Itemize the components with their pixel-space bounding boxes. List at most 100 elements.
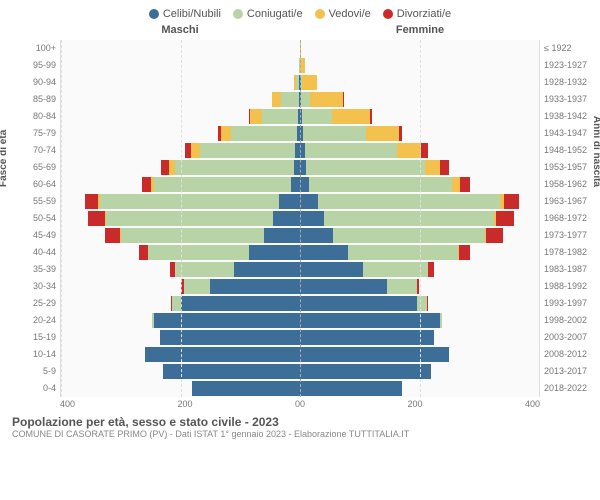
x-tick: 200 — [407, 399, 422, 409]
segment-single — [298, 109, 300, 124]
segment-single — [294, 160, 300, 175]
segment-single — [300, 381, 402, 396]
segment-divorced — [105, 228, 120, 243]
y-axis-label-left: Fasce di età — [0, 129, 9, 186]
legend-item: Celibi/Nubili — [149, 8, 221, 20]
segment-divorced — [139, 245, 148, 260]
segment-single — [192, 381, 300, 396]
legend-item: Divorziati/e — [383, 8, 451, 20]
segment-single — [300, 296, 417, 311]
segment-divorced — [486, 228, 503, 243]
x-axis-right: 0200400 — [300, 399, 540, 409]
segment-single — [264, 228, 300, 243]
segment-single — [295, 143, 300, 158]
segment-divorced — [504, 194, 519, 209]
segment-divorced — [427, 296, 428, 311]
segment-widowed — [302, 75, 317, 90]
age-labels-column: 100+95-9990-9485-8980-8475-7970-7465-696… — [8, 40, 60, 397]
segment-married — [184, 279, 211, 294]
birth-label: 1993-1997 — [544, 295, 592, 312]
segment-widowed — [452, 177, 459, 192]
segment-married — [440, 313, 442, 328]
legend-dot-icon — [383, 9, 393, 19]
segment-married — [333, 228, 485, 243]
age-label: 30-34 — [8, 278, 56, 295]
legend-label: Vedovi/e — [329, 8, 371, 20]
segment-married — [262, 109, 298, 124]
birth-label: 1988-1992 — [544, 278, 592, 295]
legend-dot-icon — [149, 9, 159, 19]
age-label: 35-39 — [8, 261, 56, 278]
segment-single — [299, 75, 300, 90]
segment-married — [200, 143, 296, 158]
birth-label: 1963-1967 — [544, 193, 592, 210]
segment-single — [300, 177, 309, 192]
birth-label: 1973-1977 — [544, 227, 592, 244]
grid-line — [420, 40, 421, 397]
birth-label: 1928-1932 — [544, 74, 592, 91]
segment-single — [234, 262, 300, 277]
segment-married — [121, 228, 264, 243]
segment-single — [300, 75, 301, 90]
segment-widowed — [397, 143, 421, 158]
segment-divorced — [161, 160, 168, 175]
birth-label: 1968-1972 — [544, 210, 592, 227]
age-label: 10-14 — [8, 346, 56, 363]
legend-dot-icon — [315, 9, 325, 19]
legend-item: Vedovi/e — [315, 8, 371, 20]
birth-label: 2008-2012 — [544, 346, 592, 363]
age-label: 45-49 — [8, 227, 56, 244]
segment-divorced — [85, 194, 98, 209]
age-label: 55-59 — [8, 193, 56, 210]
segment-married — [175, 160, 295, 175]
segment-single — [300, 262, 363, 277]
segment-single — [300, 194, 318, 209]
y-axis-label-right: Anni di nascita — [591, 115, 600, 186]
segment-widowed — [191, 143, 200, 158]
birth-label: 1938-1942 — [544, 108, 592, 125]
age-label: 0-4 — [8, 380, 56, 397]
x-axis-left: 4002000 — [60, 399, 300, 409]
segment-widowed — [221, 126, 232, 141]
legend-item: Coniugati/e — [233, 8, 303, 20]
segment-married — [324, 211, 494, 226]
grid-line — [539, 40, 540, 397]
segment-widowed — [272, 92, 281, 107]
segment-widowed — [300, 41, 301, 56]
segment-single — [291, 177, 300, 192]
segment-married — [301, 92, 310, 107]
segment-single — [300, 330, 434, 345]
segment-married — [348, 245, 459, 260]
segment-divorced — [399, 126, 403, 141]
birth-label: 1998-2002 — [544, 312, 592, 329]
segment-married — [106, 211, 273, 226]
age-label: 20-24 — [8, 312, 56, 329]
age-label: 70-74 — [8, 142, 56, 159]
segment-divorced — [459, 245, 470, 260]
birth-label: 2013-2017 — [544, 363, 592, 380]
segment-divorced — [88, 211, 105, 226]
age-label: 65-69 — [8, 159, 56, 176]
birth-labels-column: ≤ 19221923-19271928-19321933-19371938-19… — [540, 40, 592, 397]
age-label: 100+ — [8, 40, 56, 57]
segment-divorced — [421, 143, 428, 158]
grid-line — [61, 40, 62, 397]
segment-single — [300, 245, 348, 260]
chart-subtitle: COMUNE DI CASORATE PRIMO (PV) - Dati IST… — [12, 429, 588, 439]
header-female: Femmine — [300, 24, 540, 36]
segment-single — [279, 194, 300, 209]
segment-widowed — [310, 92, 343, 107]
birth-label: ≤ 1922 — [544, 40, 592, 57]
segment-married — [281, 92, 299, 107]
segment-single — [181, 296, 301, 311]
segment-married — [299, 58, 300, 73]
gender-headers: Maschi Femmine — [0, 24, 600, 36]
segment-single — [249, 245, 300, 260]
segment-divorced — [343, 92, 344, 107]
segment-single — [300, 228, 333, 243]
age-label: 80-84 — [8, 108, 56, 125]
legend-label: Coniugati/e — [247, 8, 303, 20]
segment-single — [163, 364, 300, 379]
segment-widowed — [250, 109, 262, 124]
segment-married — [175, 262, 235, 277]
